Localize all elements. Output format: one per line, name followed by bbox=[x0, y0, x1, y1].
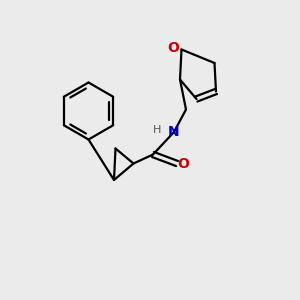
Text: H: H bbox=[153, 125, 162, 136]
Text: N: N bbox=[168, 125, 180, 139]
Text: O: O bbox=[178, 157, 190, 171]
Text: O: O bbox=[167, 41, 179, 55]
